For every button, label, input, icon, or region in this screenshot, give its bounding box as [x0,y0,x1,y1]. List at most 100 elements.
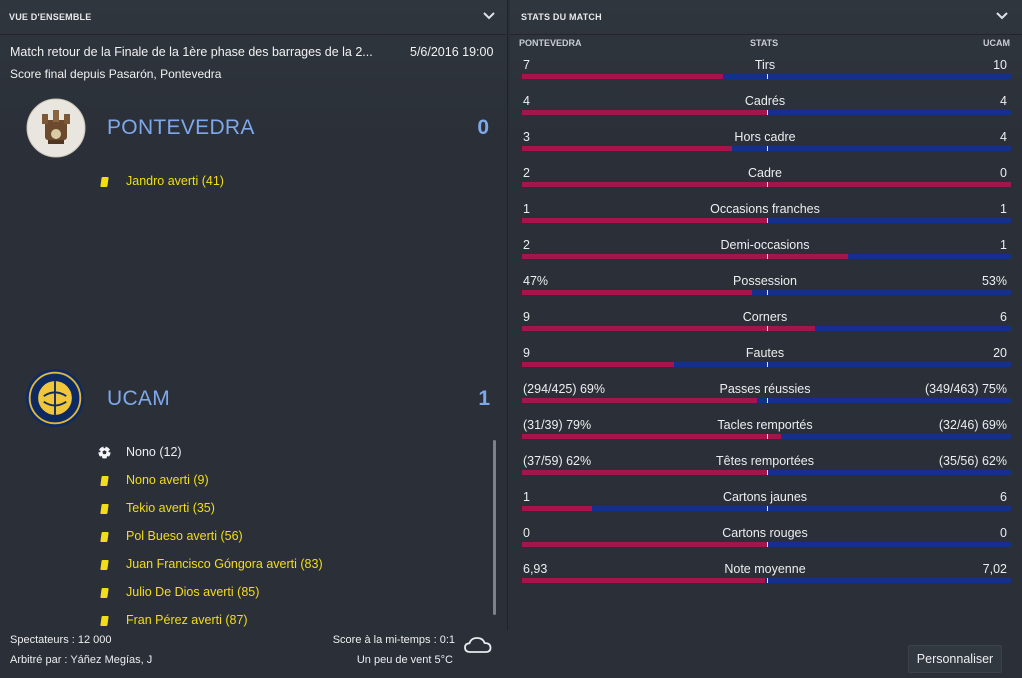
home-team-crest[interactable] [26,98,86,158]
stat-away-value: 4 [1000,130,1007,144]
stat-home-value: 4 [523,94,530,108]
stat-row: Passes réussies (294/425) 69% (349/463) 75… [519,376,1011,412]
referee[interactable]: Arbitré par : Yáñez Megías, J [10,654,153,666]
stat-midpoint-tick [767,506,768,511]
overview-title: VUE D'ENSEMBLE [9,12,92,22]
stat-home-share-fill [522,542,767,547]
stat-comparison-bar [522,434,1011,439]
match-stats-panel: STATS DU MATCH PONTEVEDRA STATS UCAM Tir… [510,0,1022,678]
stat-home-share-fill [522,326,815,331]
event-text[interactable]: Nono (12) [126,445,182,459]
stat-midpoint-tick [767,218,768,223]
match-subtitle: Score final depuis Pasarón, Pontevedra [10,67,222,81]
stat-row: Fautes 9 20 [519,340,1011,376]
column-header-stats: STATS [750,38,779,48]
event-text[interactable]: Julio De Dios averti (85) [126,585,260,599]
stat-midpoint-tick [767,470,768,475]
weather-text: Un peu de vent 5°C [356,654,453,666]
stat-label: Têtes remportées [716,454,814,468]
away-team-score: 1 [478,387,490,410]
event-text[interactable]: Tekio averti (35) [126,501,215,515]
match-stats-title: STATS DU MATCH [521,12,602,22]
stat-home-value: 7 [523,58,530,72]
stat-home-share-fill [522,434,781,439]
stat-label: Hors cadre [734,130,796,144]
stat-away-value: 6 [1000,310,1007,324]
stat-label: Possession [733,274,797,288]
stat-comparison-bar [522,362,1011,367]
stat-row: Tacles remportés (31/39) 79% (32/46) 69% [519,412,1011,448]
stat-row: Cartons rouges 0 0 [519,520,1011,556]
stat-home-value: 3 [523,130,530,144]
event-text[interactable]: Pol Bueso averti (56) [126,529,243,543]
stat-midpoint-tick [767,362,768,367]
stat-away-value: (32/46) 69% [938,418,1007,432]
stat-label: Cadrés [744,94,786,108]
event-text[interactable]: Nono averti (9) [126,473,209,487]
spectators: Spectateurs : 12 000 [10,634,112,646]
home-team-name[interactable]: PONTEVEDRA [107,116,255,139]
yellow-card-icon [100,177,109,187]
stat-away-value: (349/463) 75% [924,382,1007,396]
column-header-home: PONTEVEDRA [519,38,582,48]
customize-button[interactable]: Personnaliser [908,645,1002,673]
stat-label: Tirs [754,58,776,72]
home-team-score: 0 [477,116,489,139]
halftime-score: Score à la mi-temps : 0:1 [332,634,455,646]
stat-home-share-fill [522,110,767,115]
events-scrollbar[interactable] [493,440,496,615]
stat-away-value: 20 [993,346,1007,360]
stat-home-share-fill [522,290,752,295]
event-text[interactable]: Fran Pérez averti (87) [126,613,248,627]
stat-row: Corners 9 6 [519,304,1011,340]
stat-home-share-fill [522,362,674,367]
stat-home-share-fill [522,74,723,79]
event-text[interactable]: Juan Francisco Góngora averti (83) [126,557,323,571]
stat-label: Corners [742,310,788,324]
stat-away-value: 53% [981,274,1007,288]
stat-home-value: 9 [523,346,530,360]
stat-home-share-fill [522,146,732,151]
chevron-down-icon[interactable] [995,9,1009,23]
yellow-card-icon [100,616,109,626]
overview-panel: VUE D'ENSEMBLE Match retour de la Finale… [0,0,508,678]
yellow-card-icon [100,476,109,486]
stat-away-value: 0 [1000,526,1007,540]
stat-comparison-bar [522,182,1011,187]
stat-home-value: 2 [523,166,530,180]
stat-comparison-bar [522,254,1011,259]
stat-midpoint-tick [767,434,768,439]
chevron-down-icon[interactable] [482,9,496,23]
stat-row: Cadre 2 0 [519,160,1011,196]
away-team-name[interactable]: UCAM [107,387,171,410]
yellow-card-icon [100,532,109,542]
stat-row: Occasions franches 1 1 [519,196,1011,232]
away-team-crest[interactable] [25,368,85,428]
stat-label: Cartons jaunes [722,490,808,504]
match-title: Match retour de la Finale de la 1ère pha… [10,45,373,59]
stat-midpoint-tick [767,326,768,331]
yellow-card-icon [100,560,109,570]
stat-home-value: 47% [523,274,549,288]
stat-comparison-bar [522,218,1011,223]
stat-label: Passes réussies [719,382,811,396]
stat-label: Cartons rouges [722,526,808,540]
match-info-footer: Spectateurs : 12 000 Arbitré par : Yáñez… [0,630,508,678]
stat-comparison-bar [522,326,1011,331]
stat-home-share-fill [522,218,767,223]
stat-midpoint-tick [767,542,768,547]
yellow-card-icon [100,504,109,514]
stat-comparison-bar [522,578,1011,583]
stat-home-value: 6,93 [523,562,548,576]
stat-label: Fautes [745,346,785,360]
stat-comparison-bar [522,398,1011,403]
stat-home-share-fill [522,254,848,259]
stat-home-value: 1 [523,202,530,216]
stat-midpoint-tick [767,110,768,115]
stat-comparison-bar [522,146,1011,151]
stat-home-value: 9 [523,310,530,324]
stat-row: Note moyenne 6,93 7,02 [519,556,1011,592]
stat-home-share-fill [522,578,765,583]
event-text[interactable]: Jandro averti (41) [126,174,224,188]
goal-ball-icon [98,446,111,459]
